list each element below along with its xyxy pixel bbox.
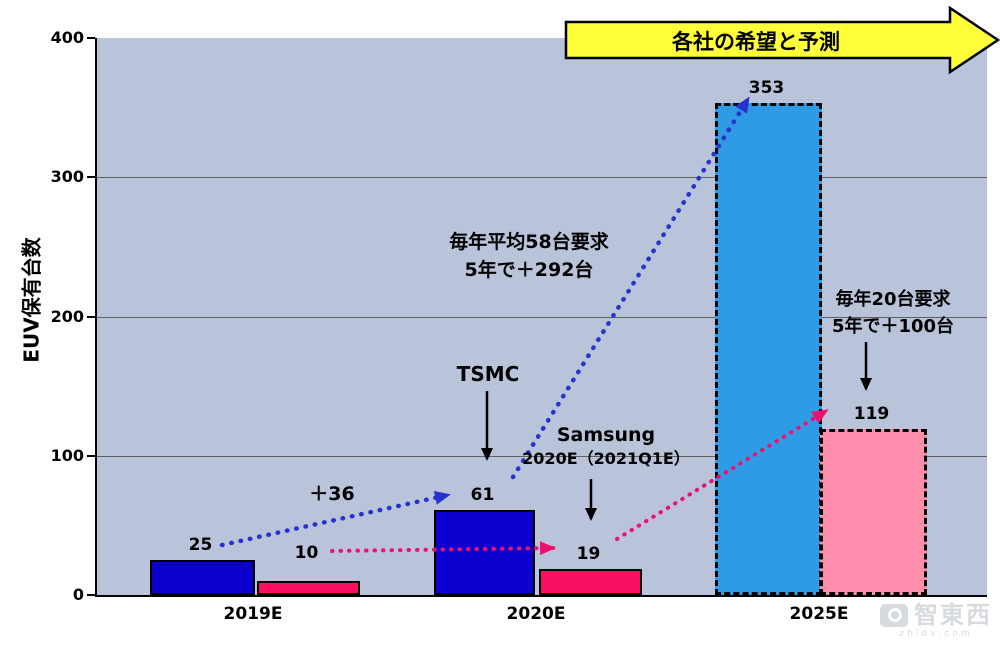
x-tick-label-2025E: 2025E [789, 604, 849, 624]
watermark-domain: zhidx.com [899, 629, 973, 639]
y-tick-label-0: 0 [72, 585, 84, 604]
x-tick-label-2020E: 2020E [506, 604, 566, 624]
tsmc-bar-2020E [434, 510, 535, 595]
y-tick-label-300: 300 [50, 167, 84, 187]
value-label-samsung-2025E: 119 [853, 404, 890, 424]
annotation-samsung-growth: 毎年20台要求 5年で＋100台 [832, 286, 954, 340]
banner-label: 各社の希望と予測 [672, 30, 840, 54]
samsung-bar-2020E [539, 569, 642, 595]
annotation-samsung-label-line2: 2020E（2021Q1E） [522, 449, 690, 468]
value-label-tsmc-2025E: 353 [748, 78, 785, 98]
y-tick-mark [87, 315, 95, 318]
gridline-300 [97, 177, 987, 179]
y-tick-label-200: 200 [50, 306, 84, 326]
samsung-bar-2019E [257, 581, 360, 595]
annotation-samsung-growth-line1: 毎年20台要求 [835, 289, 951, 310]
watermark-camera-icon [880, 603, 908, 627]
y-axis-title: EUV保有台数 [19, 237, 44, 363]
y-tick-mark [87, 37, 95, 39]
annotation-samsung-growth-line2: 5年で＋100台 [831, 316, 955, 337]
tsmc-bar-2019E [150, 560, 255, 595]
value-label-samsung-2020E: 19 [576, 544, 601, 564]
y-tick-mark [87, 594, 95, 596]
watermark-brand: 智東西 [914, 601, 992, 629]
annotation-tsmc-growth-line2: 5年で＋292台 [464, 259, 594, 281]
samsung-bar-2025E [820, 429, 927, 595]
annotation-samsung-label: Samsung 2020E（2021Q1E） [522, 422, 690, 470]
annotation-tsmc-label: TSMC [456, 362, 520, 386]
value-label-tsmc-2019E: 25 [188, 535, 213, 555]
tsmc-bar-2025E [715, 103, 822, 595]
y-tick-mark [87, 454, 95, 457]
annotation-tsmc-growth-line1: 毎年平均58台要求 [449, 231, 609, 253]
annotation-tsmc-growth: 毎年平均58台要求 5年で＋292台 [449, 228, 608, 284]
y-tick-label-100: 100 [50, 445, 84, 465]
value-label-tsmc-2020E: 61 [470, 485, 495, 505]
y-tick-label-400: 400 [50, 28, 84, 47]
watermark-row: 智東西 [880, 602, 992, 628]
watermark: 智東西 zhidx.com [880, 602, 992, 639]
annotation-plus36: ＋36 [309, 483, 355, 505]
value-label-samsung-2019E: 10 [294, 543, 319, 563]
x-tick-label-2019E: 2019E [223, 604, 283, 624]
annotation-samsung-label-line1: Samsung [556, 424, 656, 446]
y-tick-mark [87, 176, 95, 179]
